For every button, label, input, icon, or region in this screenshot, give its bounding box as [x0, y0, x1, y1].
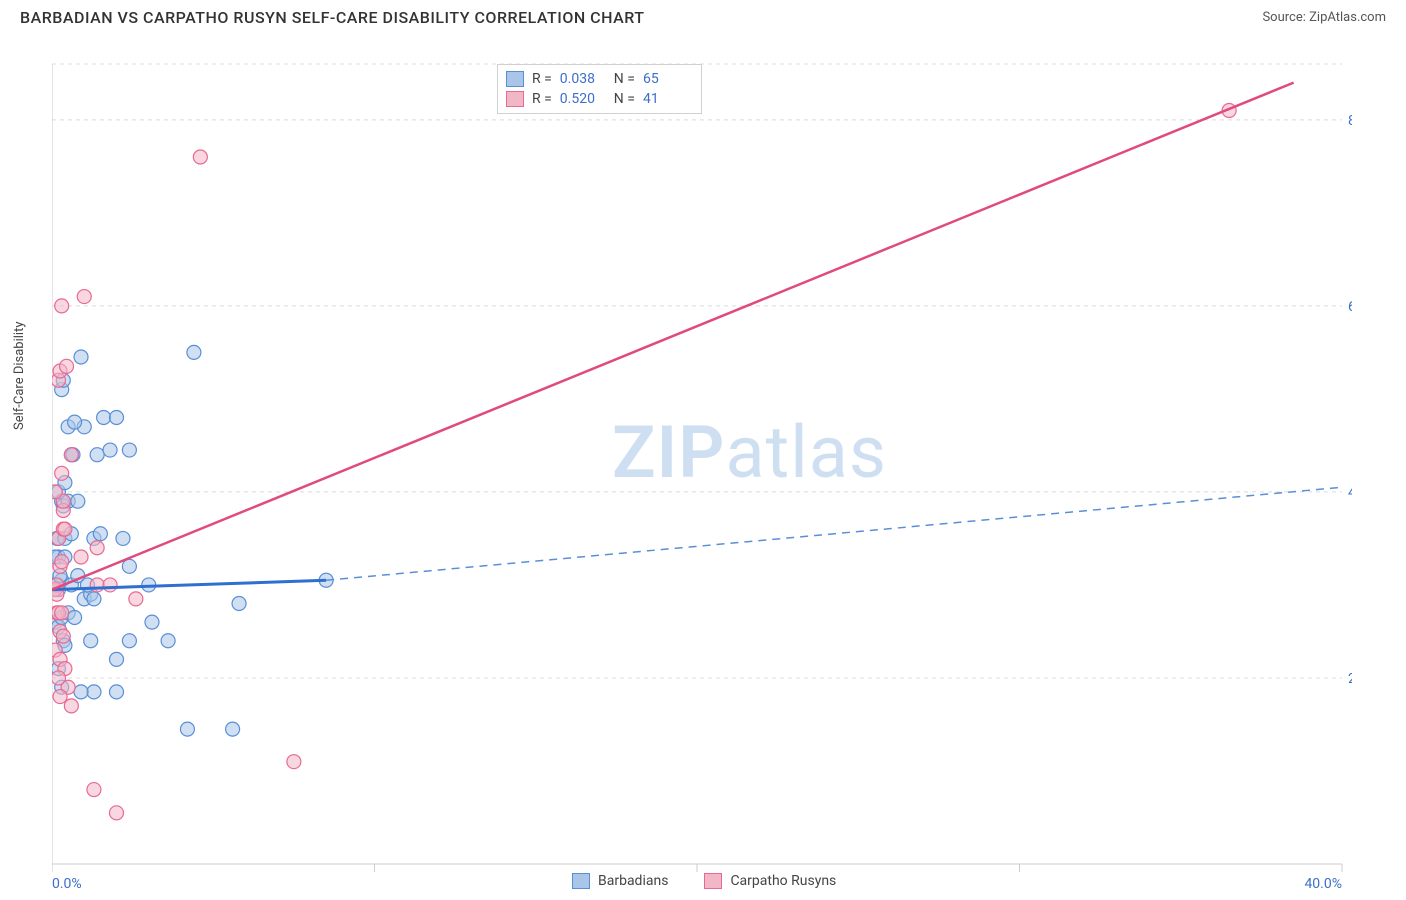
- svg-text:8.0%: 8.0%: [1348, 113, 1352, 129]
- source-label: Source:: [1262, 10, 1305, 25]
- n-value: 41: [643, 91, 689, 107]
- stats-row-0: R = 0.038 N = 65: [506, 69, 689, 89]
- chart-header: BARBADIAN VS CARPATHO RUSYN SELF-CARE DI…: [0, 0, 1406, 33]
- n-label: N =: [614, 91, 635, 107]
- svg-text:4.0%: 4.0%: [1348, 485, 1352, 501]
- y-axis-label: Self-Care Disability: [12, 322, 27, 430]
- legend-item-1: Carpatho Rusyns: [704, 873, 836, 889]
- r-value: 0.038: [560, 71, 606, 87]
- svg-text:6.0%: 6.0%: [1348, 299, 1352, 315]
- n-value: 65: [643, 71, 689, 87]
- chart-title: BARBADIAN VS CARPATHO RUSYN SELF-CARE DI…: [20, 8, 645, 27]
- svg-text:2.0%: 2.0%: [1348, 671, 1352, 687]
- r-label: R =: [532, 91, 552, 107]
- legend-label: Carpatho Rusyns: [730, 873, 836, 889]
- n-label: N =: [614, 71, 635, 87]
- source-value: ZipAtlas.com: [1309, 10, 1386, 25]
- r-value: 0.520: [560, 91, 606, 107]
- svg-text:0.0%: 0.0%: [52, 876, 82, 892]
- bottom-legend: Barbadians Carpatho Rusyns: [572, 873, 836, 889]
- stats-row-1: R = 0.520 N = 41: [506, 89, 689, 109]
- swatch-icon: [506, 71, 524, 87]
- r-label: R =: [532, 71, 552, 87]
- legend-item-0: Barbadians: [572, 873, 668, 889]
- stats-legend: R = 0.038 N = 65 R = 0.520 N = 41: [497, 64, 702, 114]
- svg-text:40.0%: 40.0%: [1304, 876, 1342, 892]
- legend-label: Barbadians: [598, 873, 668, 889]
- swatch-icon: [506, 91, 524, 107]
- swatch-icon: [704, 873, 722, 889]
- scatter-plot-svg: 2.0% 4.0% 6.0% 8.0% 0.0% 40.0%: [52, 40, 1352, 900]
- swatch-icon: [572, 873, 590, 889]
- chart-plot-area: 2.0%4.0%6.0%8.0%0.0%40.0% ZIPatlas R = 0…: [52, 40, 1352, 840]
- chart-source: Source: ZipAtlas.com: [1262, 10, 1386, 25]
